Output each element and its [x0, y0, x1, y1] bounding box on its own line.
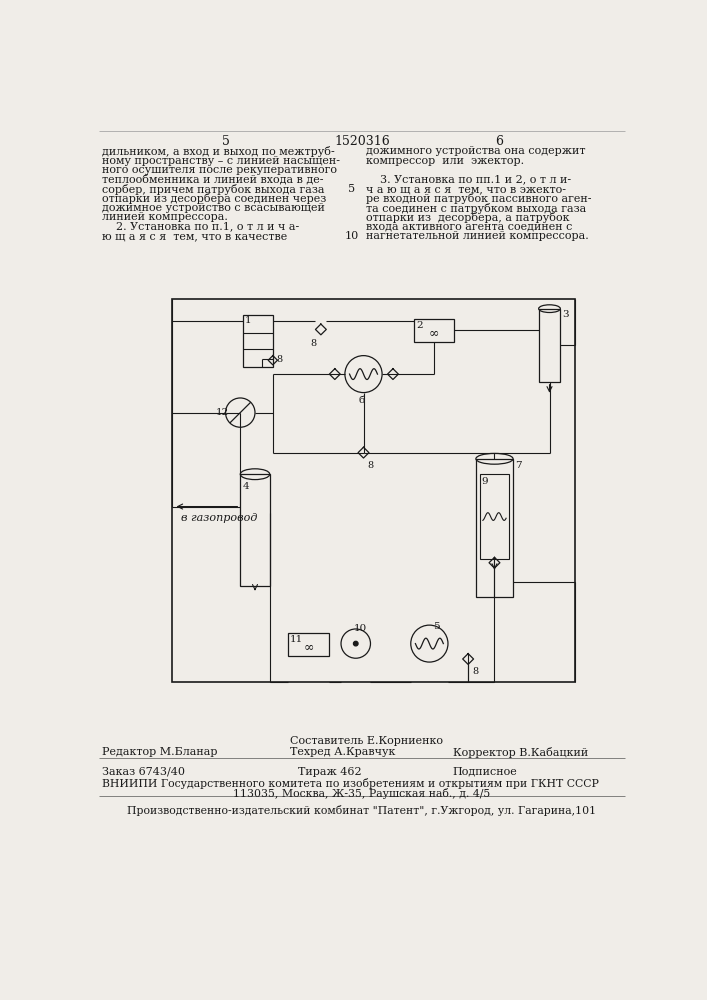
Bar [539, 309, 561, 382]
Text: 11: 11 [290, 635, 303, 644]
Text: дожимное устройство с всасывающей: дожимное устройство с всасывающей [103, 203, 325, 213]
Bar [172, 299, 575, 682]
Text: ч а ю щ а я с я  тем, что в эжекто-: ч а ю щ а я с я тем, что в эжекто- [366, 184, 566, 194]
Text: 6: 6 [495, 135, 503, 148]
Bar [414, 319, 454, 342]
Text: 10: 10 [354, 624, 367, 633]
Text: 1: 1 [245, 316, 252, 325]
Text: Тираж 462: Тираж 462 [298, 767, 361, 777]
Text: 12: 12 [216, 408, 229, 417]
Text: 5: 5 [433, 622, 440, 631]
Text: теплообменника и линией входа в де-: теплообменника и линией входа в де- [103, 174, 324, 185]
Text: 3. Установка по пп.1 и 2, о т л и-: 3. Установка по пп.1 и 2, о т л и- [366, 174, 571, 184]
Text: Корректор В.Кабацкий: Корректор В.Кабацкий [452, 747, 588, 758]
Text: Редактор М.Бланар: Редактор М.Бланар [103, 747, 218, 757]
Text: 9: 9 [481, 477, 488, 486]
Text: ∞: ∞ [303, 640, 314, 653]
Text: 8: 8 [368, 461, 373, 470]
Text: Заказ 6743/40: Заказ 6743/40 [103, 767, 185, 777]
Text: Составитель Е.Корниенко: Составитель Е.Корниенко [290, 736, 443, 746]
Text: 2. Установка по п.1, о т л и ч а-: 2. Установка по п.1, о т л и ч а- [103, 221, 300, 231]
Text: Производственно-издательский комбинат "Патент", г.Ужгород, ул. Гагарина,101: Производственно-издательский комбинат "П… [127, 805, 597, 816]
Text: ного осушителя после рекуперативного: ного осушителя после рекуперативного [103, 165, 337, 175]
Text: ВНИИПИ Государственного комитета по изобретениям и открытиям при ГКНТ СССР: ВНИИПИ Государственного комитета по изоб… [103, 778, 600, 789]
Text: 5: 5 [221, 135, 230, 148]
Text: 5: 5 [349, 184, 356, 194]
Text: 7: 7 [515, 461, 521, 470]
Bar [243, 315, 273, 367]
Text: дильником, а вход и выход по межтруб-: дильником, а вход и выход по межтруб- [103, 146, 335, 157]
Text: отпарки из  десорбера, а патрубок: отпарки из десорбера, а патрубок [366, 212, 569, 223]
Text: 10: 10 [345, 231, 359, 241]
Bar [240, 474, 270, 586]
Text: 8: 8 [276, 355, 282, 364]
Text: ю щ а я с я  тем, что в качестве: ю щ а я с я тем, что в качестве [103, 231, 288, 241]
Text: сорбер, причем патрубок выхода газа: сорбер, причем патрубок выхода газа [103, 184, 325, 195]
Text: ному пространству – с линией насыщен-: ному пространству – с линией насыщен- [103, 156, 340, 166]
Text: дожимного устройства она содержит: дожимного устройства она содержит [366, 146, 585, 156]
Text: линией компрессора.: линией компрессора. [103, 212, 228, 222]
Text: Техред А.Кравчук: Техред А.Кравчук [290, 747, 395, 757]
Text: 8: 8 [472, 667, 478, 676]
Text: 113035, Москва, Ж-35, Раушская наб., д. 4/5: 113035, Москва, Ж-35, Раушская наб., д. … [233, 788, 491, 799]
Text: в газопровод: в газопровод [182, 513, 258, 523]
Circle shape [354, 641, 358, 646]
Text: 8: 8 [311, 339, 317, 348]
Text: 3: 3 [562, 310, 568, 319]
Text: нагнетательной линией компрессора.: нагнетательной линией компрессора. [366, 231, 588, 241]
Text: б: б [358, 396, 364, 405]
Text: 1520316: 1520316 [334, 135, 390, 148]
Bar [476, 459, 513, 597]
Text: Подписное: Подписное [452, 767, 518, 777]
Text: ∞: ∞ [429, 326, 439, 339]
Text: та соединен с патрубком выхода газа: та соединен с патрубком выхода газа [366, 203, 586, 214]
Text: 2: 2 [416, 321, 423, 330]
Text: отпарки из десорбера соединен через: отпарки из десорбера соединен через [103, 193, 327, 204]
Text: 4: 4 [243, 482, 250, 491]
Text: входа активного агента соединен с: входа активного агента соединен с [366, 221, 572, 231]
Text: ре входной патрубок пассивного аген-: ре входной патрубок пассивного аген- [366, 193, 591, 204]
Text: компрессор  или  эжектор.: компрессор или эжектор. [366, 156, 524, 166]
Bar [288, 633, 329, 656]
Bar [480, 474, 509, 559]
